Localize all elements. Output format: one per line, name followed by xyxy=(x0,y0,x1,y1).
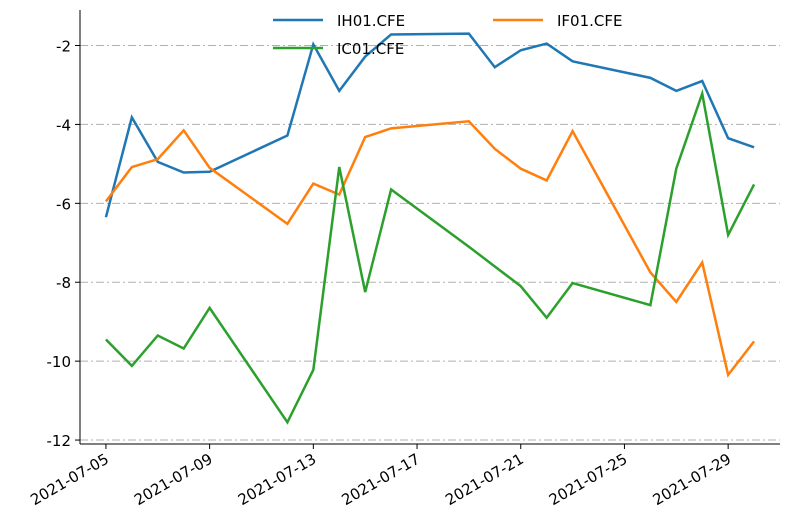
x-tick-label: 2021-07-25 xyxy=(546,450,631,509)
y-tick-label: -8 xyxy=(56,274,71,292)
legend-label: IF01.CFE xyxy=(557,12,623,30)
y-tick-label: -10 xyxy=(47,353,72,371)
x-tick-label: 2021-07-17 xyxy=(339,450,424,509)
x-tick-label: 2021-07-29 xyxy=(650,450,735,509)
x-tick-label: 2021-07-05 xyxy=(27,450,112,509)
x-tick-label: 2021-07-21 xyxy=(442,450,527,509)
y-tick-label: -4 xyxy=(56,116,71,134)
legend-label: IH01.CFE xyxy=(337,12,405,30)
y-tick-label: -6 xyxy=(56,195,71,213)
x-tick-label: 2021-07-13 xyxy=(235,450,320,509)
legend-label: IC01.CFE xyxy=(337,40,404,58)
series-line xyxy=(104,119,756,378)
x-tick-label: 2021-07-09 xyxy=(131,450,216,509)
series-line xyxy=(104,32,755,218)
y-tick-label: -12 xyxy=(47,432,72,450)
y-tick-label: -2 xyxy=(56,38,71,56)
series-line xyxy=(105,88,756,425)
